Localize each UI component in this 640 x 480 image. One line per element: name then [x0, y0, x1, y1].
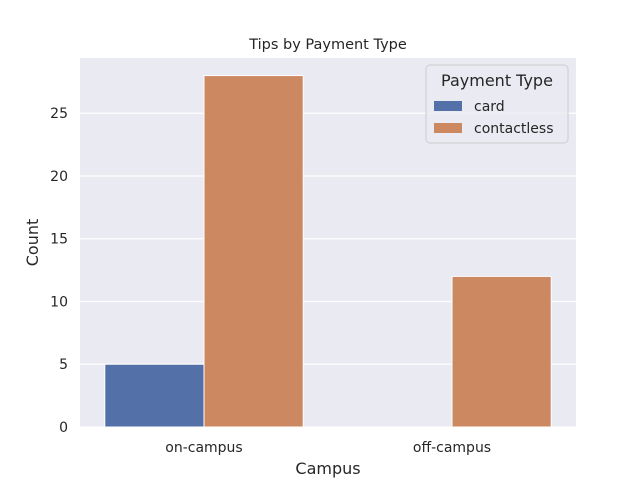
- y-axis-ticks: 0 5 10 15 20 25: [50, 106, 68, 436]
- legend-swatch-contactless: [434, 123, 462, 133]
- x-axis-label: Campus: [295, 459, 360, 478]
- legend-swatch-card: [434, 101, 462, 111]
- legend-label-card: card: [474, 99, 505, 115]
- x-tick-label: off-campus: [413, 440, 491, 456]
- legend: Payment Type card contactless: [425, 64, 569, 144]
- y-tick-label: 25: [50, 106, 68, 122]
- bar-contactless-on-campus: [203, 75, 304, 428]
- legend-items: card contactless: [434, 99, 553, 137]
- y-tick-label: 5: [59, 357, 68, 373]
- x-axis-ticks: on-campus off-campus: [165, 440, 491, 456]
- y-tick-label: 10: [50, 294, 68, 310]
- y-axis-label: Count: [23, 219, 42, 267]
- legend-label-contactless: contactless: [474, 121, 553, 137]
- chart-title: Tips by Payment Type: [248, 37, 407, 53]
- y-tick-label: 15: [50, 232, 68, 248]
- bars: [104, 75, 552, 428]
- y-tick-label: 0: [59, 420, 68, 436]
- x-tick-label: on-campus: [165, 440, 242, 456]
- legend-title: Payment Type: [441, 71, 553, 90]
- y-tick-label: 20: [50, 169, 68, 185]
- bar-card-on-campus: [104, 363, 205, 428]
- bar-contactless-off-campus: [451, 275, 552, 428]
